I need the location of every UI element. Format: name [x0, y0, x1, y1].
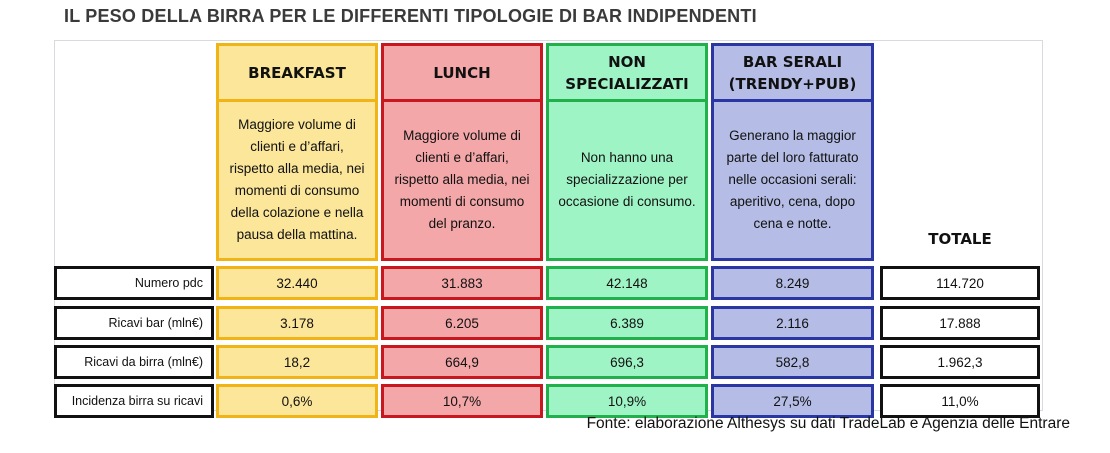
description-line: clienti e d’affari, — [415, 150, 509, 165]
description-line: parte del loro fatturato — [726, 150, 859, 165]
description-line: momenti di consumo — [399, 194, 525, 209]
column-header-label-line2: (TRENDY+PUB) — [728, 74, 857, 93]
table-cell: 2.116 — [711, 306, 874, 340]
description-line: Maggiore volume di — [238, 117, 356, 132]
table-cell: 0,6% — [216, 384, 378, 418]
description-line: cena e notte. — [753, 216, 832, 231]
row-label-incidenza-birra: Incidenza birra su ricavi — [54, 384, 214, 418]
column-header-lunch: LUNCH — [381, 43, 543, 102]
column-header-label: NON SPECIALIZZATI — [565, 52, 689, 93]
row-label-numero-pdc: Numero pdc — [54, 266, 214, 300]
column-header-label: BAR SERALI — [742, 52, 843, 71]
description-line: specializzazione per — [566, 172, 688, 187]
total-cell: 11,0% — [880, 384, 1040, 418]
column-header-label: BREAKFAST — [248, 63, 346, 82]
column-header-breakfast: BREAKFAST — [216, 43, 378, 102]
table-cell: 10,9% — [546, 384, 708, 418]
table-cell: 6.205 — [381, 306, 543, 340]
total-cell: 17.888 — [880, 306, 1040, 340]
table-cell: 664,9 — [381, 345, 543, 379]
description-line: della colazione e nella — [230, 205, 364, 220]
description-line: Maggiore volume di — [403, 128, 521, 143]
table-cell: 42.148 — [546, 266, 708, 300]
table-cell: 582,8 — [711, 345, 874, 379]
table-cell: 696,3 — [546, 345, 708, 379]
description-line: rispetto alla media, nei — [229, 161, 365, 176]
total-cell: 114.720 — [880, 266, 1040, 300]
total-cell: 1.962,3 — [880, 345, 1040, 379]
table-cell: 3.178 — [216, 306, 378, 340]
description-line: rispetto alla media, nei — [394, 172, 530, 187]
description-line: occasione di consumo. — [558, 194, 696, 209]
description-breakfast: Maggiore volume di clienti e d’affari, r… — [216, 99, 378, 261]
description-line: momenti di consumo — [234, 183, 360, 198]
description-line: clienti e d’affari, — [250, 139, 344, 154]
source-note: Fonte: elaborazione Althesys su dati Tra… — [586, 415, 1070, 432]
description-non-specializzati: Non hanno una specializzazione per occas… — [546, 99, 708, 261]
description-line: del pranzo. — [428, 216, 496, 231]
description-line: aperitivo, cena, dopo — [729, 194, 856, 209]
column-header-label: LUNCH — [433, 63, 491, 82]
total-header: TOTALE — [928, 230, 992, 248]
description-lunch: Maggiore volume di clienti e d’affari, r… — [381, 99, 543, 261]
column-header-bar-serali: BAR SERALI (TRENDY+PUB) — [711, 43, 874, 102]
column-header-non-specializzati: NON SPECIALIZZATI — [546, 43, 708, 102]
description-line: Non hanno una — [580, 150, 674, 165]
table-cell: 31.883 — [381, 266, 543, 300]
table-cell: 8.249 — [711, 266, 874, 300]
row-label-ricavi-bar: Ricavi bar (mln€) — [54, 306, 214, 340]
page-title: IL PESO DELLA BIRRA PER LE DIFFERENTI TI… — [64, 6, 757, 26]
table-cell: 10,7% — [381, 384, 543, 418]
row-label-ricavi-da-birra: Ricavi da birra (mln€) — [54, 345, 214, 379]
table-cell: 32.440 — [216, 266, 378, 300]
table-cell: 6.389 — [546, 306, 708, 340]
description-line: pausa della mattina. — [236, 227, 358, 242]
description-line: nelle occasioni serali: — [728, 172, 857, 187]
description-bar-serali: Generano la maggior parte del loro fattu… — [711, 99, 874, 261]
table-cell: 27,5% — [711, 384, 874, 418]
table-cell: 18,2 — [216, 345, 378, 379]
description-line: Generano la maggior — [729, 128, 856, 143]
